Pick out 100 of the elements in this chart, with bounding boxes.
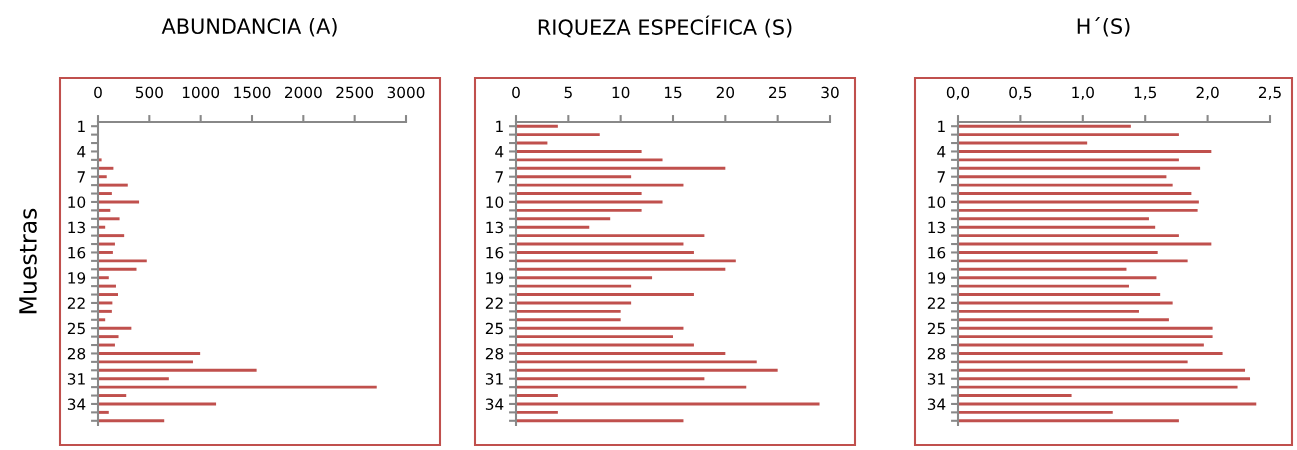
bar xyxy=(958,276,1157,280)
bar xyxy=(958,175,1167,179)
y-tick-label: 7 xyxy=(937,171,945,183)
x-tick-label: 10 xyxy=(612,86,630,99)
chart-title: H´(S) xyxy=(1077,17,1130,37)
bar xyxy=(98,192,112,196)
bar xyxy=(516,141,548,145)
x-tick-label: 2,5 xyxy=(1258,86,1281,100)
y-tick-label: 34 xyxy=(927,398,946,410)
y-tick-label: 16 xyxy=(486,246,504,259)
bar xyxy=(516,166,726,170)
bar xyxy=(98,410,109,414)
y-tick-label: 19 xyxy=(68,272,86,284)
x-tick-label: 5 xyxy=(564,86,572,99)
bar xyxy=(98,394,127,398)
x-tick-label: 1500 xyxy=(234,86,271,99)
bar xyxy=(958,419,1179,423)
bar xyxy=(958,343,1204,347)
bar xyxy=(98,234,125,238)
bar xyxy=(98,242,115,246)
x-tick-label: 2000 xyxy=(285,86,322,99)
bar xyxy=(516,301,632,305)
x-tick-label: 0 xyxy=(94,86,102,99)
bar xyxy=(516,402,820,406)
y-tick-label: 22 xyxy=(67,297,85,309)
x-tick-label: 2,0 xyxy=(1196,86,1219,100)
bar xyxy=(958,293,1161,297)
bar xyxy=(516,368,778,372)
bar xyxy=(516,343,694,347)
bar xyxy=(516,158,663,162)
bar xyxy=(516,149,642,153)
bar xyxy=(516,192,642,196)
y-tick-label: 19 xyxy=(928,272,946,284)
bar xyxy=(958,234,1179,238)
y-tick-label: 31 xyxy=(67,373,85,385)
bar xyxy=(516,175,632,179)
y-tick-label: 1 xyxy=(938,120,945,133)
y-tick-label: 13 xyxy=(928,221,945,234)
bar xyxy=(98,377,169,381)
y-tick-label: 34 xyxy=(485,398,504,410)
x-tick-label: 20 xyxy=(716,86,735,99)
y-tick-label: 16 xyxy=(68,246,86,259)
bar xyxy=(98,217,120,221)
bar xyxy=(958,402,1257,406)
x-tick-label: 0,0 xyxy=(946,86,970,100)
bar xyxy=(98,343,115,347)
bar xyxy=(958,326,1213,330)
x-tick-label: 0,5 xyxy=(1009,86,1032,100)
bar xyxy=(98,301,113,305)
bar xyxy=(516,276,653,280)
bar xyxy=(958,183,1173,187)
bar xyxy=(958,368,1246,372)
chart-title: ABUNDANCIA (A) xyxy=(161,17,337,37)
bar xyxy=(958,166,1201,170)
y-tick-label: 31 xyxy=(485,373,503,385)
bar xyxy=(98,175,107,179)
y-tick-label: 19 xyxy=(486,272,504,284)
y-tick-label: 10 xyxy=(68,196,86,208)
bar xyxy=(516,267,726,271)
y-tick-label: 7 xyxy=(77,171,85,183)
bar xyxy=(958,141,1088,145)
y-tick-label: 4 xyxy=(937,146,946,158)
x-tick-label: 15 xyxy=(664,86,682,99)
y-tick-label: 28 xyxy=(927,347,946,360)
bar xyxy=(958,133,1179,137)
bar xyxy=(98,250,113,254)
y-tick-label: 4 xyxy=(495,146,504,158)
bar xyxy=(516,335,673,339)
y-tick-label: 1 xyxy=(78,120,85,133)
bar xyxy=(98,267,137,271)
bar xyxy=(98,326,132,330)
bar xyxy=(958,200,1199,204)
y-tick-label: 22 xyxy=(927,297,945,309)
x-tick-label: 3000 xyxy=(387,86,425,99)
y-tick-label: 31 xyxy=(927,373,945,385)
bar xyxy=(98,368,257,372)
bar xyxy=(98,360,193,364)
y-tick-label: 22 xyxy=(485,297,503,309)
bar xyxy=(958,225,1156,229)
bar xyxy=(958,360,1188,364)
bar xyxy=(516,293,694,297)
bar xyxy=(98,309,112,313)
bar xyxy=(958,149,1212,153)
x-tick-label: 30 xyxy=(821,86,839,99)
y-tick-label: 16 xyxy=(928,246,946,259)
bar xyxy=(98,166,114,170)
bar xyxy=(516,225,590,229)
x-tick-label: 2500 xyxy=(336,86,374,99)
bar xyxy=(98,183,128,187)
x-tick-label: 1,5 xyxy=(1134,86,1157,100)
bar xyxy=(98,276,109,280)
bar xyxy=(958,335,1213,339)
bar xyxy=(516,385,747,389)
bar xyxy=(958,208,1198,212)
bar xyxy=(958,309,1139,313)
bar xyxy=(958,158,1179,162)
y-tick-label: 34 xyxy=(67,398,86,410)
y-tick-label: 25 xyxy=(927,322,945,335)
bar xyxy=(958,410,1113,414)
bar xyxy=(958,124,1131,128)
